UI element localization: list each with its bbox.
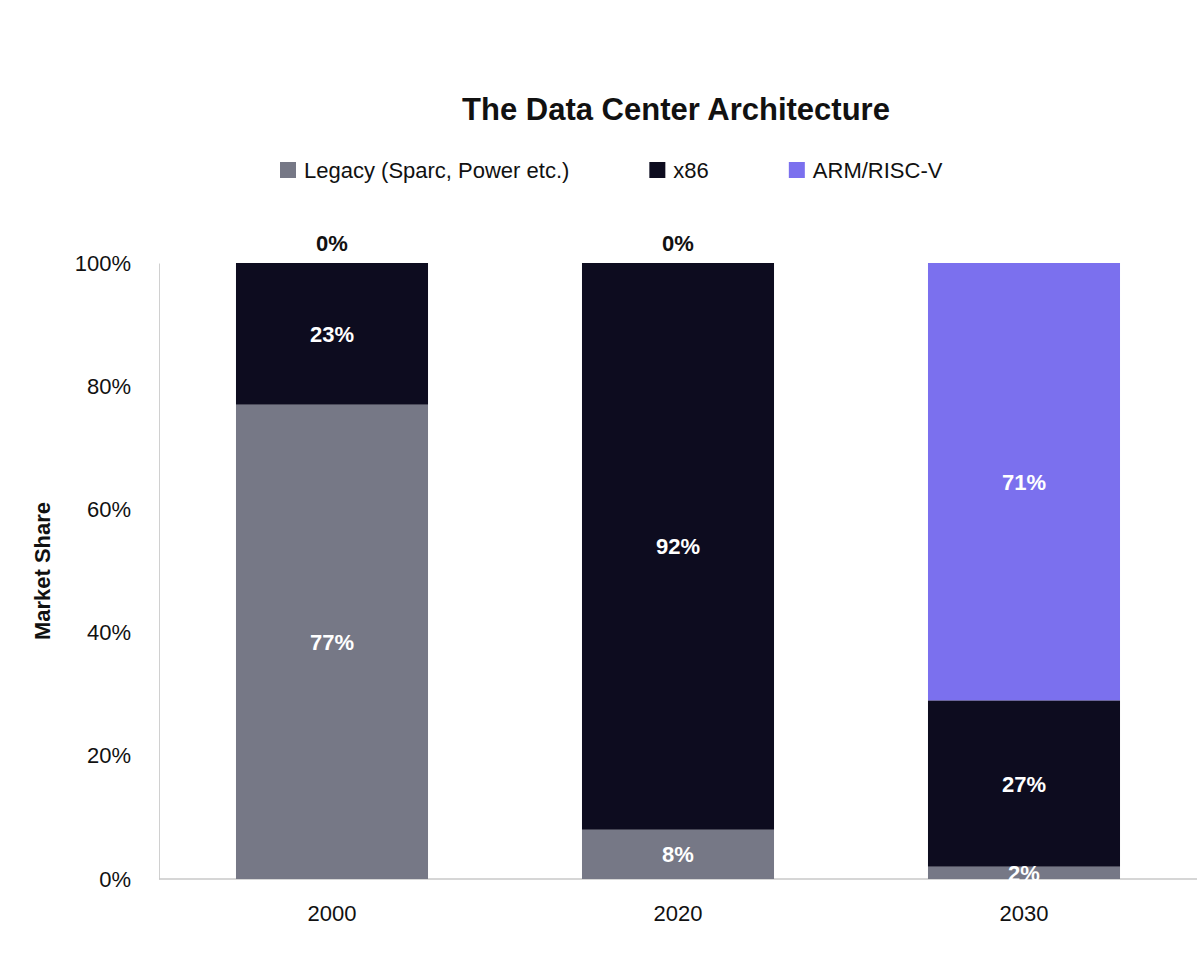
- bar-segment: [582, 263, 774, 264]
- data-label: 0%: [662, 231, 694, 256]
- data-label: 23%: [310, 322, 354, 347]
- bars: [236, 263, 1120, 879]
- y-tick-label: 0%: [99, 867, 131, 892]
- data-label: 77%: [310, 630, 354, 655]
- y-tick-label: 100%: [75, 251, 131, 276]
- y-tick: 20%: [87, 743, 159, 768]
- legend-swatch: [649, 162, 665, 178]
- x-tick: 2030: [1000, 879, 1049, 926]
- y-axis: 0% 20% 40% 60% 80% 100%: [75, 251, 160, 892]
- legend-label: Legacy (Sparc, Power etc.): [304, 158, 569, 183]
- y-tick-label: 60%: [87, 497, 131, 522]
- legend-label: x86: [673, 158, 708, 183]
- y-tick: 60%: [87, 497, 159, 522]
- data-label: 2%: [1008, 861, 1040, 886]
- data-labels: 77% 8% 2% 23% 92% 27% 0% 0% 71%: [310, 231, 1046, 886]
- legend-item: x86: [649, 158, 708, 183]
- bar-segment: [236, 263, 428, 264]
- y-tick-label: 20%: [87, 743, 131, 768]
- y-tick: 100%: [75, 251, 159, 276]
- legend-item: ARM/RISC-V: [789, 158, 943, 183]
- y-axis-title: Market Share: [30, 502, 55, 640]
- y-axis-line: [159, 264, 160, 880]
- data-label: 8%: [662, 842, 694, 867]
- y-tick: 40%: [87, 620, 159, 645]
- x-tick: 2000: [308, 879, 357, 926]
- y-tick: 0%: [99, 867, 159, 892]
- x-axis: 2000 2020 2030: [159, 879, 1197, 926]
- y-tick: 80%: [87, 374, 159, 399]
- data-label: 27%: [1002, 772, 1046, 797]
- data-label: 92%: [656, 534, 700, 559]
- bar-segment: [236, 263, 428, 405]
- chart: The Data Center Architecture 0% 20% 40% 60% 8…: [0, 0, 1200, 968]
- y-tick-label: 80%: [87, 374, 131, 399]
- data-label: 71%: [1002, 470, 1046, 495]
- legend-label: ARM/RISC-V: [813, 158, 943, 183]
- bar-segment: [582, 263, 774, 830]
- bar-segment: [928, 263, 1120, 700]
- x-tick: 2020: [654, 879, 703, 926]
- y-tick-label: 40%: [87, 620, 131, 645]
- x-tick-label: 2000: [308, 901, 357, 926]
- legend-item: Legacy (Sparc, Power etc.): [280, 158, 569, 183]
- title: The Data Center Architecture: [462, 92, 890, 127]
- bar-segment: [928, 700, 1120, 866]
- x-tick-label: 2030: [1000, 901, 1049, 926]
- x-tick-label: 2020: [654, 901, 703, 926]
- data-label: 0%: [316, 231, 348, 256]
- legend-swatch: [789, 162, 805, 178]
- legend-swatch: [280, 162, 296, 178]
- bar-segment: [236, 405, 428, 879]
- legend: Legacy (Sparc, Power etc.) x86 ARM/RISC-V: [280, 158, 943, 183]
- bar-segment: [582, 830, 774, 879]
